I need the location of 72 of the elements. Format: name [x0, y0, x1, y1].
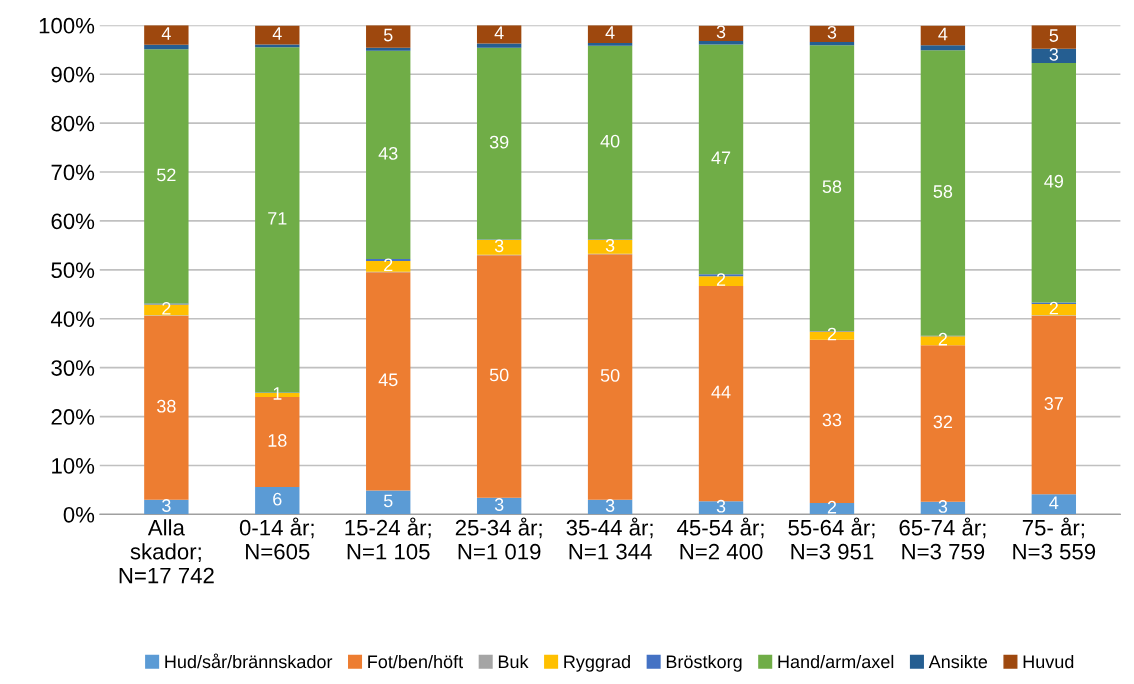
- data-label: 58: [822, 180, 842, 194]
- legend-label: Fot/ben/höft: [368, 654, 463, 669]
- data-label: 3: [162, 499, 171, 512]
- data-label: 37: [1044, 397, 1063, 410]
- data-label: 3: [494, 498, 504, 511]
- legend-label: Bröstkorg: [666, 654, 742, 672]
- data-label: 50: [600, 369, 620, 382]
- x-tick-label: 25-34 år; N=1 019: [455, 517, 542, 560]
- x-tick-label: Alla skador; N=17 742: [119, 519, 214, 584]
- legend-label: Buk: [498, 654, 529, 669]
- x-tick-label: 0-14 år; N=605: [239, 517, 314, 560]
- data-label: 18: [268, 434, 287, 447]
- data-label: 2: [938, 332, 948, 346]
- data-label: 3: [938, 500, 948, 513]
- legend-label: Hud/sår/brännskador: [165, 653, 333, 669]
- y-tick-label: 80%: [51, 115, 95, 132]
- data-label: 4: [272, 27, 282, 40]
- data-label: 44: [711, 385, 731, 399]
- data-label: 5: [383, 28, 393, 42]
- data-label: 49: [1044, 174, 1064, 188]
- data-label: 2: [827, 500, 837, 514]
- data-label: 3: [1049, 47, 1059, 61]
- data-label: 6: [273, 492, 282, 506]
- x-tick-label: 65-74 år; N=3 759: [899, 517, 986, 560]
- data-label: 5: [1049, 29, 1059, 42]
- data-label: 3: [827, 25, 837, 39]
- data-label: 4: [605, 26, 615, 39]
- data-label: 4: [1049, 496, 1059, 510]
- y-tick-label: 20%: [51, 409, 95, 425]
- data-label: 33: [822, 413, 842, 427]
- data-label: 38: [157, 399, 176, 413]
- data-label: 52: [157, 168, 176, 182]
- data-label: 4: [494, 26, 504, 40]
- y-tick-label: 30%: [51, 360, 95, 376]
- data-label: 4: [938, 27, 948, 41]
- data-label: 71: [268, 212, 287, 225]
- data-label: 3: [716, 499, 726, 513]
- x-tick-label: 55-64 år; N=3 951: [788, 517, 875, 560]
- y-tick-label: 50%: [51, 262, 95, 279]
- y-tick-label: 10%: [52, 458, 95, 474]
- x-tick-label: 45-54 år; N=2 400: [677, 517, 764, 560]
- legend-label: Huvud: [1023, 654, 1074, 669]
- data-label: 32: [933, 415, 953, 429]
- data-label: 3: [605, 499, 615, 512]
- data-label: 2: [716, 273, 726, 286]
- x-tick-label: 75- år; N=3 559: [1013, 517, 1096, 560]
- data-label: 39: [489, 135, 509, 149]
- data-label: 43: [378, 146, 398, 160]
- data-label: 58: [933, 185, 953, 198]
- legend-label: Ryggrad: [564, 654, 630, 672]
- y-tick-label: 90%: [51, 66, 95, 83]
- data-label: 3: [494, 239, 504, 253]
- data-label: 47: [711, 151, 731, 164]
- x-tick-label: 35-44 år; N=1 344: [566, 517, 653, 560]
- data-label: 40: [600, 134, 620, 148]
- data-label: 3: [716, 25, 726, 39]
- y-tick-label: 70%: [51, 164, 95, 181]
- legend-label: Ansikte: [928, 654, 988, 669]
- x-tick-label: 15-24 år; N=1 105: [345, 517, 431, 560]
- y-tick-label: 0%: [63, 506, 95, 523]
- data-label: 2: [162, 302, 171, 315]
- legend-label: Hand/arm/axel: [778, 654, 894, 669]
- data-label: 2: [1049, 301, 1058, 315]
- data-label: 4: [161, 27, 171, 40]
- data-label: 3: [605, 238, 615, 252]
- data-label: 50: [489, 368, 509, 382]
- data-label: 5: [383, 494, 393, 508]
- data-label: 2: [384, 258, 393, 272]
- y-tick-label: 40%: [50, 311, 95, 328]
- y-tick-label: 100%: [39, 17, 95, 34]
- data-label: 45: [378, 373, 398, 387]
- y-tick-label: 60%: [51, 213, 95, 230]
